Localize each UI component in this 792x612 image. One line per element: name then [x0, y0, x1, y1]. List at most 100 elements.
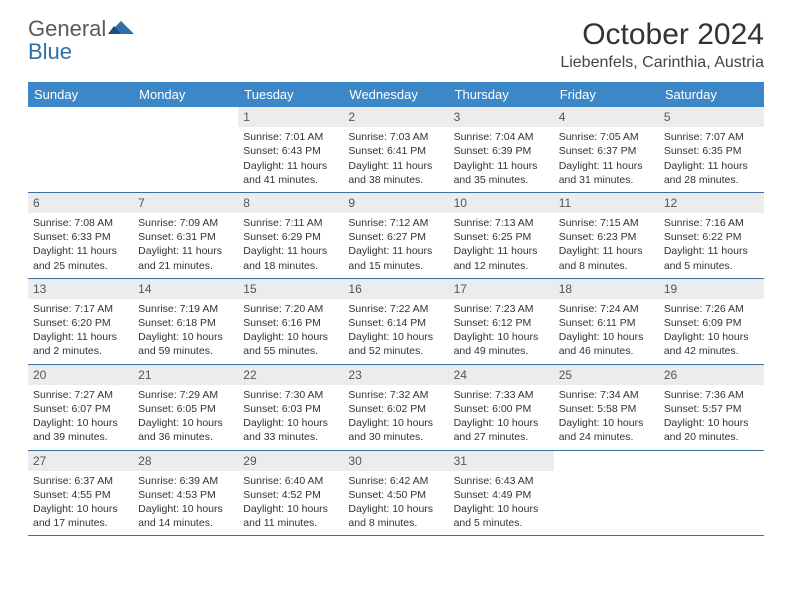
day-daylight2: and 39 minutes.: [33, 430, 128, 444]
day-number: 2: [343, 107, 448, 127]
day-sunrise: Sunrise: 7:16 AM: [664, 216, 759, 230]
day-number: 9: [343, 193, 448, 213]
day-daylight2: and 5 minutes.: [454, 516, 549, 530]
day-number: 23: [343, 365, 448, 385]
day-sunset: Sunset: 6:29 PM: [243, 230, 338, 244]
day-daylight1: Daylight: 10 hours: [454, 330, 549, 344]
day-content: Sunrise: 7:24 AMSunset: 6:11 PMDaylight:…: [554, 299, 659, 364]
calendar-day: 31Sunrise: 6:43 AMSunset: 4:49 PMDayligh…: [449, 451, 554, 536]
day-sunset: Sunset: 6:20 PM: [33, 316, 128, 330]
day-sunset: Sunset: 4:50 PM: [348, 488, 443, 502]
day-sunrise: Sunrise: 7:32 AM: [348, 388, 443, 402]
day-daylight2: and 46 minutes.: [559, 344, 654, 358]
logo-triangle-icon: [108, 18, 134, 39]
day-content: Sunrise: 7:09 AMSunset: 6:31 PMDaylight:…: [133, 213, 238, 278]
day-daylight1: Daylight: 10 hours: [33, 502, 128, 516]
calendar-day: 8Sunrise: 7:11 AMSunset: 6:29 PMDaylight…: [238, 193, 343, 278]
calendar-day: [133, 107, 238, 192]
calendar-day: 30Sunrise: 6:42 AMSunset: 4:50 PMDayligh…: [343, 451, 448, 536]
day-daylight1: Daylight: 10 hours: [243, 416, 338, 430]
day-number: 1: [238, 107, 343, 127]
calendar-day: 10Sunrise: 7:13 AMSunset: 6:25 PMDayligh…: [449, 193, 554, 278]
day-daylight2: and 14 minutes.: [138, 516, 233, 530]
day-sunset: Sunset: 6:41 PM: [348, 144, 443, 158]
day-daylight1: Daylight: 11 hours: [243, 244, 338, 258]
day-content: Sunrise: 7:04 AMSunset: 6:39 PMDaylight:…: [449, 127, 554, 192]
calendar-day: [554, 451, 659, 536]
weekday-tuesday: Tuesday: [238, 82, 343, 107]
day-content: Sunrise: 7:32 AMSunset: 6:02 PMDaylight:…: [343, 385, 448, 450]
day-number: 21: [133, 365, 238, 385]
day-number: 11: [554, 193, 659, 213]
day-daylight1: Daylight: 10 hours: [559, 330, 654, 344]
day-number: 7: [133, 193, 238, 213]
day-daylight2: and 52 minutes.: [348, 344, 443, 358]
day-sunrise: Sunrise: 7:15 AM: [559, 216, 654, 230]
day-content: Sunrise: 7:23 AMSunset: 6:12 PMDaylight:…: [449, 299, 554, 364]
day-daylight1: Daylight: 10 hours: [348, 330, 443, 344]
day-sunrise: Sunrise: 7:01 AM: [243, 130, 338, 144]
day-content: Sunrise: 7:29 AMSunset: 6:05 PMDaylight:…: [133, 385, 238, 450]
calendar-day: 12Sunrise: 7:16 AMSunset: 6:22 PMDayligh…: [659, 193, 764, 278]
calendar-week: 27Sunrise: 6:37 AMSunset: 4:55 PMDayligh…: [28, 451, 764, 537]
calendar-day: 25Sunrise: 7:34 AMSunset: 5:58 PMDayligh…: [554, 365, 659, 450]
day-daylight1: Daylight: 11 hours: [559, 244, 654, 258]
calendar-week: 20Sunrise: 7:27 AMSunset: 6:07 PMDayligh…: [28, 365, 764, 451]
day-content: Sunrise: 7:27 AMSunset: 6:07 PMDaylight:…: [28, 385, 133, 450]
weekday-sunday: Sunday: [28, 82, 133, 107]
calendar-day: 19Sunrise: 7:26 AMSunset: 6:09 PMDayligh…: [659, 279, 764, 364]
day-number: 18: [554, 279, 659, 299]
day-sunset: Sunset: 6:18 PM: [138, 316, 233, 330]
day-content: Sunrise: 7:07 AMSunset: 6:35 PMDaylight:…: [659, 127, 764, 192]
day-daylight1: Daylight: 11 hours: [33, 244, 128, 258]
day-number: 5: [659, 107, 764, 127]
day-number: 27: [28, 451, 133, 471]
day-sunset: Sunset: 6:07 PM: [33, 402, 128, 416]
weekday-monday: Monday: [133, 82, 238, 107]
day-content: Sunrise: 6:39 AMSunset: 4:53 PMDaylight:…: [133, 471, 238, 536]
calendar-week: 13Sunrise: 7:17 AMSunset: 6:20 PMDayligh…: [28, 279, 764, 365]
day-sunrise: Sunrise: 7:12 AM: [348, 216, 443, 230]
day-content: Sunrise: 6:37 AMSunset: 4:55 PMDaylight:…: [28, 471, 133, 536]
calendar-day: 28Sunrise: 6:39 AMSunset: 4:53 PMDayligh…: [133, 451, 238, 536]
day-number: 6: [28, 193, 133, 213]
day-daylight1: Daylight: 11 hours: [664, 159, 759, 173]
day-daylight1: Daylight: 10 hours: [138, 416, 233, 430]
day-daylight1: Daylight: 11 hours: [664, 244, 759, 258]
day-sunrise: Sunrise: 6:43 AM: [454, 474, 549, 488]
day-content: Sunrise: 7:01 AMSunset: 6:43 PMDaylight:…: [238, 127, 343, 192]
day-daylight1: Daylight: 10 hours: [664, 416, 759, 430]
calendar-week: 1Sunrise: 7:01 AMSunset: 6:43 PMDaylight…: [28, 107, 764, 193]
day-daylight1: Daylight: 11 hours: [243, 159, 338, 173]
day-sunset: Sunset: 6:05 PM: [138, 402, 233, 416]
day-number: 28: [133, 451, 238, 471]
day-sunset: Sunset: 6:02 PM: [348, 402, 443, 416]
day-sunset: Sunset: 6:33 PM: [33, 230, 128, 244]
day-daylight1: Daylight: 10 hours: [454, 416, 549, 430]
day-sunrise: Sunrise: 6:39 AM: [138, 474, 233, 488]
day-sunset: Sunset: 6:16 PM: [243, 316, 338, 330]
day-sunrise: Sunrise: 6:37 AM: [33, 474, 128, 488]
day-sunrise: Sunrise: 7:26 AM: [664, 302, 759, 316]
logo-text: General Blue: [28, 18, 134, 64]
day-sunrise: Sunrise: 7:34 AM: [559, 388, 654, 402]
day-daylight2: and 30 minutes.: [348, 430, 443, 444]
day-content: Sunrise: 7:13 AMSunset: 6:25 PMDaylight:…: [449, 213, 554, 278]
day-daylight2: and 5 minutes.: [664, 259, 759, 273]
day-sunrise: Sunrise: 7:13 AM: [454, 216, 549, 230]
day-sunrise: Sunrise: 7:19 AM: [138, 302, 233, 316]
day-number: 4: [554, 107, 659, 127]
day-daylight2: and 24 minutes.: [559, 430, 654, 444]
calendar-day: 26Sunrise: 7:36 AMSunset: 5:57 PMDayligh…: [659, 365, 764, 450]
day-daylight2: and 27 minutes.: [454, 430, 549, 444]
day-content: Sunrise: 7:11 AMSunset: 6:29 PMDaylight:…: [238, 213, 343, 278]
day-sunset: Sunset: 6:27 PM: [348, 230, 443, 244]
weekday-thursday: Thursday: [449, 82, 554, 107]
calendar: Sunday Monday Tuesday Wednesday Thursday…: [28, 82, 764, 536]
calendar-week: 6Sunrise: 7:08 AMSunset: 6:33 PMDaylight…: [28, 193, 764, 279]
day-daylight1: Daylight: 10 hours: [243, 502, 338, 516]
day-daylight2: and 8 minutes.: [559, 259, 654, 273]
day-sunrise: Sunrise: 7:05 AM: [559, 130, 654, 144]
weekday-saturday: Saturday: [659, 82, 764, 107]
day-number: 13: [28, 279, 133, 299]
